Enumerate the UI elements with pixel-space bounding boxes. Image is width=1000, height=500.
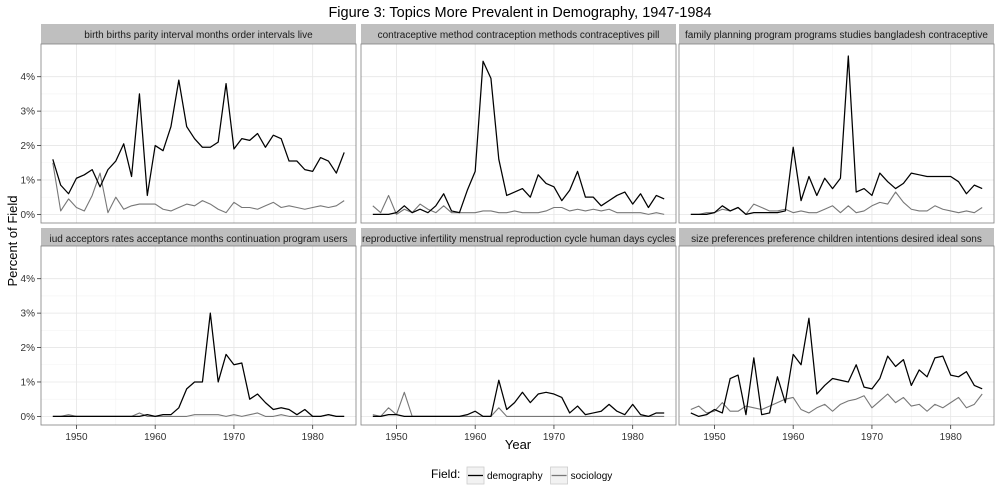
panel-border <box>360 245 677 426</box>
series-line-sociology <box>690 191 983 215</box>
x-tick-label: 1950 <box>703 432 726 443</box>
y-tick-label: 1% <box>21 377 36 388</box>
y-tick-label: 1% <box>21 175 36 186</box>
x-tick-label: 1960 <box>782 432 805 443</box>
facet-strip-label: birth births parity interval months orde… <box>84 30 313 41</box>
facet-strip-label: contraceptive method contraception metho… <box>378 30 660 41</box>
panel-border <box>40 245 357 426</box>
legend-entry: demography <box>466 466 543 485</box>
panel-border <box>678 245 995 426</box>
x-tick-label: 1970 <box>861 432 884 443</box>
facet-strip-label: iud acceptors rates acceptance months co… <box>50 234 348 245</box>
facet-grid: birth births parity interval months orde… <box>21 24 995 443</box>
legend: Field: demography sociology <box>431 466 613 485</box>
facet-strip-label: reproductive infertility menstrual repro… <box>362 234 675 245</box>
y-tick-label: 0% <box>21 412 36 423</box>
figure-title: Figure 3: Topics More Prevalent in Demog… <box>328 5 711 21</box>
series-line-demography <box>52 79 345 197</box>
facet-panel: iud acceptors rates acceptance months co… <box>21 228 357 443</box>
x-tick-label: 1980 <box>302 432 325 443</box>
facet-strip <box>679 24 994 44</box>
x-tick-label: 1950 <box>385 432 408 443</box>
panel-border <box>360 43 677 224</box>
facet-strip-label: family planning program programs studies… <box>685 30 988 41</box>
series-line-demography <box>52 312 345 418</box>
y-axis-label: Percent of Field <box>5 195 20 286</box>
panel-border <box>40 43 357 224</box>
facet-strip <box>361 24 676 44</box>
x-tick-label: 1970 <box>543 432 566 443</box>
facet-panel: size preferences preference children int… <box>678 228 995 443</box>
series-line-sociology <box>690 393 983 414</box>
y-tick-label: 0% <box>21 210 36 221</box>
facet-strip <box>679 228 994 246</box>
facet-strip <box>41 24 356 44</box>
series-line-sociology <box>52 162 345 214</box>
legend-title: Field: <box>431 467 460 481</box>
series-line-sociology <box>372 194 665 215</box>
series-line-demography <box>372 60 665 216</box>
y-tick-label: 4% <box>21 274 36 285</box>
x-tick-label: 1950 <box>65 432 88 443</box>
facet-strip-label: size preferences preference children int… <box>691 234 982 245</box>
x-tick-label: 1980 <box>622 432 645 443</box>
facet-panel: contraceptive method contraception metho… <box>360 24 677 224</box>
legend-entry: sociology <box>550 466 613 485</box>
legend-label: sociology <box>571 471 613 482</box>
facet-panel: family planning program programs studies… <box>678 24 995 224</box>
facet-strip <box>41 228 356 246</box>
y-tick-label: 2% <box>21 141 36 152</box>
facet-panel: birth births parity interval months orde… <box>21 24 357 224</box>
series-line-demography <box>690 317 983 418</box>
y-tick-label: 3% <box>21 309 36 320</box>
x-axis-label: Year <box>505 437 532 452</box>
series-line-demography <box>372 379 665 418</box>
y-tick-label: 3% <box>21 107 36 118</box>
facet-strip <box>361 228 676 246</box>
panel-border <box>678 43 995 224</box>
series-line-demography <box>690 55 983 216</box>
x-tick-label: 1960 <box>464 432 487 443</box>
x-tick-label: 1960 <box>144 432 167 443</box>
x-tick-label: 1970 <box>223 432 246 443</box>
legend-label: demography <box>487 471 543 482</box>
facet-panel: reproductive infertility menstrual repro… <box>360 228 677 443</box>
y-tick-label: 2% <box>21 343 36 354</box>
x-tick-label: 1980 <box>940 432 963 443</box>
y-tick-label: 4% <box>21 72 36 83</box>
